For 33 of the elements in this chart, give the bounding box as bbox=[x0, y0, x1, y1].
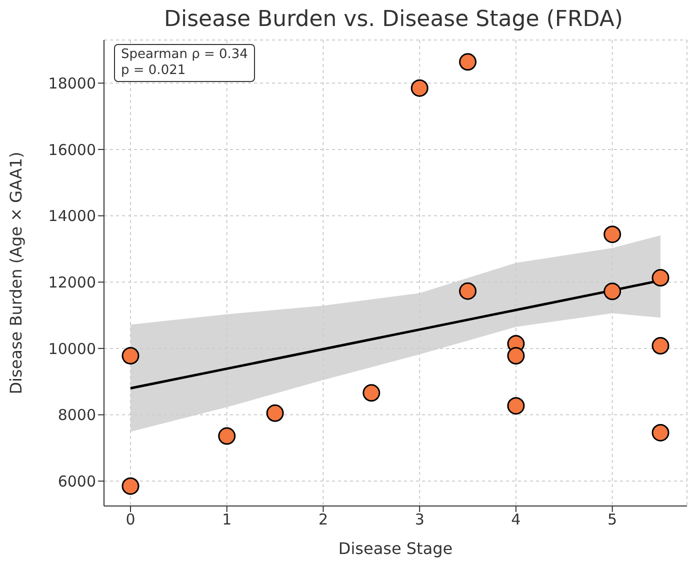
point bbox=[410, 79, 428, 97]
y-tick-label: 12000 bbox=[48, 273, 96, 292]
point bbox=[459, 282, 477, 300]
y-tick-label: 18000 bbox=[48, 74, 96, 92]
y-tick-label: 6000 bbox=[58, 472, 96, 490]
annotation: Spearman ρ = 0.34 bbox=[121, 47, 248, 63]
x-tick-label: 1 bbox=[222, 510, 232, 529]
x-tick-label: 5 bbox=[608, 510, 618, 529]
point bbox=[266, 404, 284, 422]
point bbox=[604, 226, 622, 244]
point bbox=[122, 477, 140, 495]
x-tick-label: 3 bbox=[414, 510, 424, 529]
y-tick-label: 8000 bbox=[58, 406, 96, 424]
x-axis-title: Disease Stage bbox=[338, 539, 453, 558]
x-tick-label: 0 bbox=[126, 510, 136, 529]
point bbox=[122, 347, 140, 364]
y-axis-title: Disease Burden (Age × GAA1) bbox=[6, 152, 26, 394]
y-tick-label: 16000 bbox=[48, 140, 96, 159]
x-tick-label: 4 bbox=[511, 510, 521, 529]
point bbox=[652, 337, 670, 355]
point bbox=[652, 424, 670, 442]
x-tick-label: 2 bbox=[318, 510, 328, 529]
point bbox=[218, 427, 236, 445]
annotation: p = 0.021 bbox=[121, 63, 187, 79]
point bbox=[604, 282, 622, 300]
chart-title: Disease Burden vs. Disease Stage (FRDA) bbox=[163, 7, 624, 34]
point bbox=[652, 269, 670, 287]
point bbox=[362, 384, 380, 402]
y-tick-label: 10000 bbox=[48, 340, 96, 358]
point bbox=[507, 397, 525, 415]
point bbox=[507, 347, 525, 364]
y-tick-label: 14000 bbox=[48, 207, 96, 226]
point bbox=[459, 53, 477, 71]
